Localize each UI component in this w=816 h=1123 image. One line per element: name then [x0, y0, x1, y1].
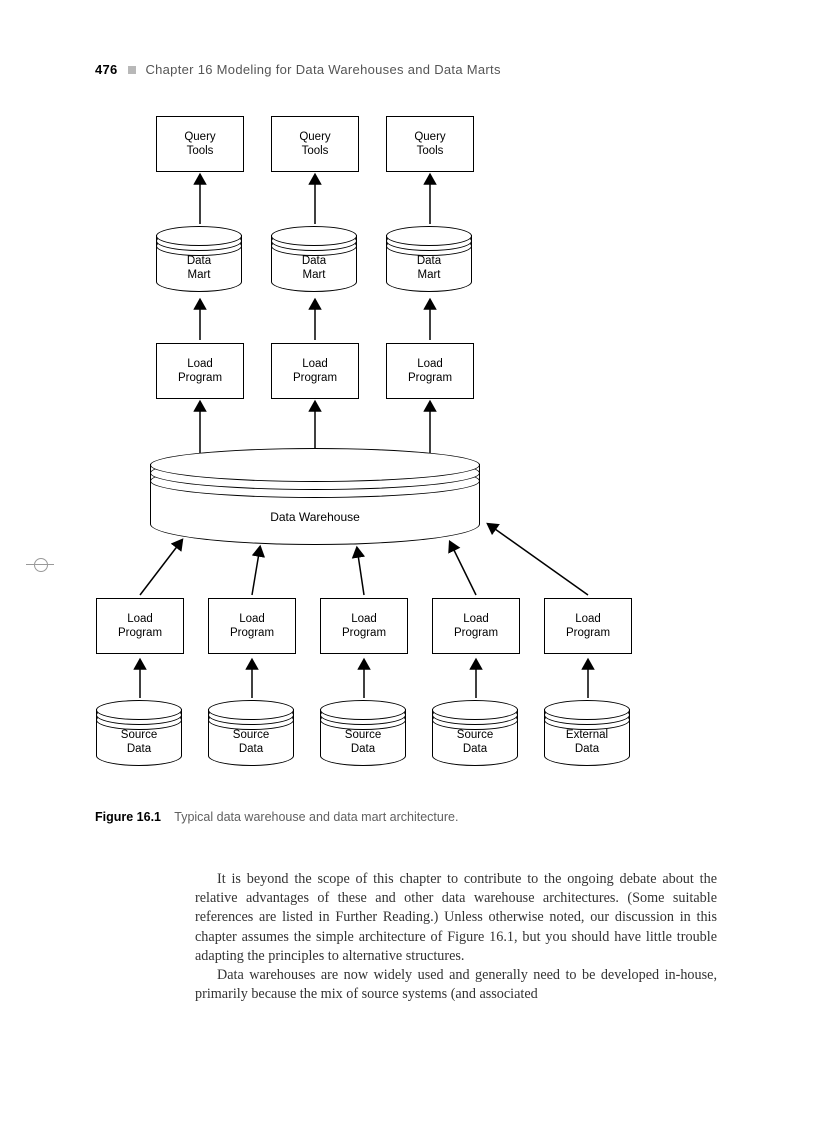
label: External [566, 729, 608, 741]
label: Tools [272, 144, 358, 158]
label: Program [97, 626, 183, 640]
label: Program [209, 626, 295, 640]
label: Query [387, 130, 473, 144]
label: Data [417, 255, 441, 267]
label: Source [345, 729, 381, 741]
load-program-box: Load Program [544, 598, 632, 654]
diagram-arrows [80, 100, 670, 790]
page-number: 476 [95, 62, 118, 77]
figure-text: Typical data warehouse and data mart arc… [174, 810, 458, 824]
label: Data [463, 743, 487, 755]
query-tools-box: Query Tools [156, 116, 244, 172]
source-data-cylinder: Source Data [320, 700, 406, 766]
header-square-icon [128, 66, 136, 74]
label: Program [272, 371, 358, 385]
source-data-cylinder: Source Data [432, 700, 518, 766]
source-data-cylinder: Source Data [96, 700, 182, 766]
label: Data [575, 743, 599, 755]
label: Mart [188, 269, 211, 281]
load-program-box: Load Program [386, 343, 474, 399]
label: Source [233, 729, 269, 741]
label: Load [387, 357, 473, 371]
data-warehouse-cylinder: Data Warehouse [150, 448, 480, 548]
label: Load [272, 357, 358, 371]
source-data-cylinder: Source Data [208, 700, 294, 766]
figure-label: Figure 16.1 [95, 810, 161, 824]
label: Load [157, 357, 243, 371]
label: Load [209, 612, 295, 626]
label: Program [387, 371, 473, 385]
architecture-diagram: Query Tools Query Tools Query Tools Data… [80, 100, 670, 790]
data-mart-cylinder: Data Mart [386, 226, 472, 292]
label: Data [127, 743, 151, 755]
label: Tools [387, 144, 473, 158]
paragraph: It is beyond the scope of this chapter t… [195, 870, 717, 966]
load-program-box: Load Program [156, 343, 244, 399]
label: Source [121, 729, 157, 741]
page-header: 476 Chapter 16 Modeling for Data Warehou… [95, 62, 501, 77]
registration-mark-icon [28, 552, 52, 576]
warehouse-label: Data Warehouse [270, 510, 360, 524]
label: Data [302, 255, 326, 267]
label: Load [321, 612, 407, 626]
label: Data [239, 743, 263, 755]
load-program-box: Load Program [432, 598, 520, 654]
label: Mart [303, 269, 326, 281]
label: Tools [157, 144, 243, 158]
load-program-box: Load Program [208, 598, 296, 654]
label: Program [157, 371, 243, 385]
label: Source [457, 729, 493, 741]
label: Program [545, 626, 631, 640]
figure-caption: Figure 16.1 Typical data warehouse and d… [95, 810, 458, 824]
label: Load [97, 612, 183, 626]
label: Data [351, 743, 375, 755]
query-tools-box: Query Tools [386, 116, 474, 172]
label: Load [433, 612, 519, 626]
label: Mart [418, 269, 441, 281]
body-paragraphs: It is beyond the scope of this chapter t… [195, 870, 717, 1004]
load-program-box: Load Program [96, 598, 184, 654]
label: Query [157, 130, 243, 144]
query-tools-box: Query Tools [271, 116, 359, 172]
data-mart-cylinder: Data Mart [156, 226, 242, 292]
chapter-title: Chapter 16 Modeling for Data Warehouses … [145, 62, 500, 77]
label: Load [545, 612, 631, 626]
label: Program [321, 626, 407, 640]
load-program-box: Load Program [271, 343, 359, 399]
external-data-cylinder: External Data [544, 700, 630, 766]
data-mart-cylinder: Data Mart [271, 226, 357, 292]
label: Query [272, 130, 358, 144]
load-program-box: Load Program [320, 598, 408, 654]
paragraph: Data warehouses are now widely used and … [195, 966, 717, 1004]
label: Program [433, 626, 519, 640]
label: Data [187, 255, 211, 267]
